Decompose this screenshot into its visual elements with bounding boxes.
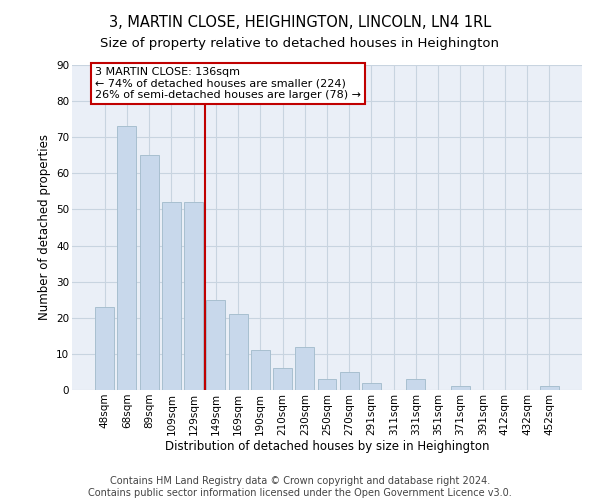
Bar — [184, 202, 203, 390]
X-axis label: Distribution of detached houses by size in Heighington: Distribution of detached houses by size … — [165, 440, 489, 454]
Bar — [95, 307, 114, 390]
Text: Size of property relative to detached houses in Heighington: Size of property relative to detached ho… — [101, 38, 499, 51]
Bar — [540, 386, 559, 390]
Bar — [317, 379, 337, 390]
Bar — [273, 368, 292, 390]
Bar — [118, 126, 136, 390]
Bar — [295, 346, 314, 390]
Bar — [340, 372, 359, 390]
Bar — [229, 314, 248, 390]
Text: 3, MARTIN CLOSE, HEIGHINGTON, LINCOLN, LN4 1RL: 3, MARTIN CLOSE, HEIGHINGTON, LINCOLN, L… — [109, 15, 491, 30]
Bar — [451, 386, 470, 390]
Bar — [140, 156, 158, 390]
Bar — [206, 300, 225, 390]
Text: Contains HM Land Registry data © Crown copyright and database right 2024.
Contai: Contains HM Land Registry data © Crown c… — [88, 476, 512, 498]
Bar — [362, 383, 381, 390]
Y-axis label: Number of detached properties: Number of detached properties — [38, 134, 50, 320]
Bar — [162, 202, 181, 390]
Bar — [406, 379, 425, 390]
Bar — [251, 350, 270, 390]
Text: 3 MARTIN CLOSE: 136sqm
← 74% of detached houses are smaller (224)
26% of semi-de: 3 MARTIN CLOSE: 136sqm ← 74% of detached… — [95, 67, 361, 100]
